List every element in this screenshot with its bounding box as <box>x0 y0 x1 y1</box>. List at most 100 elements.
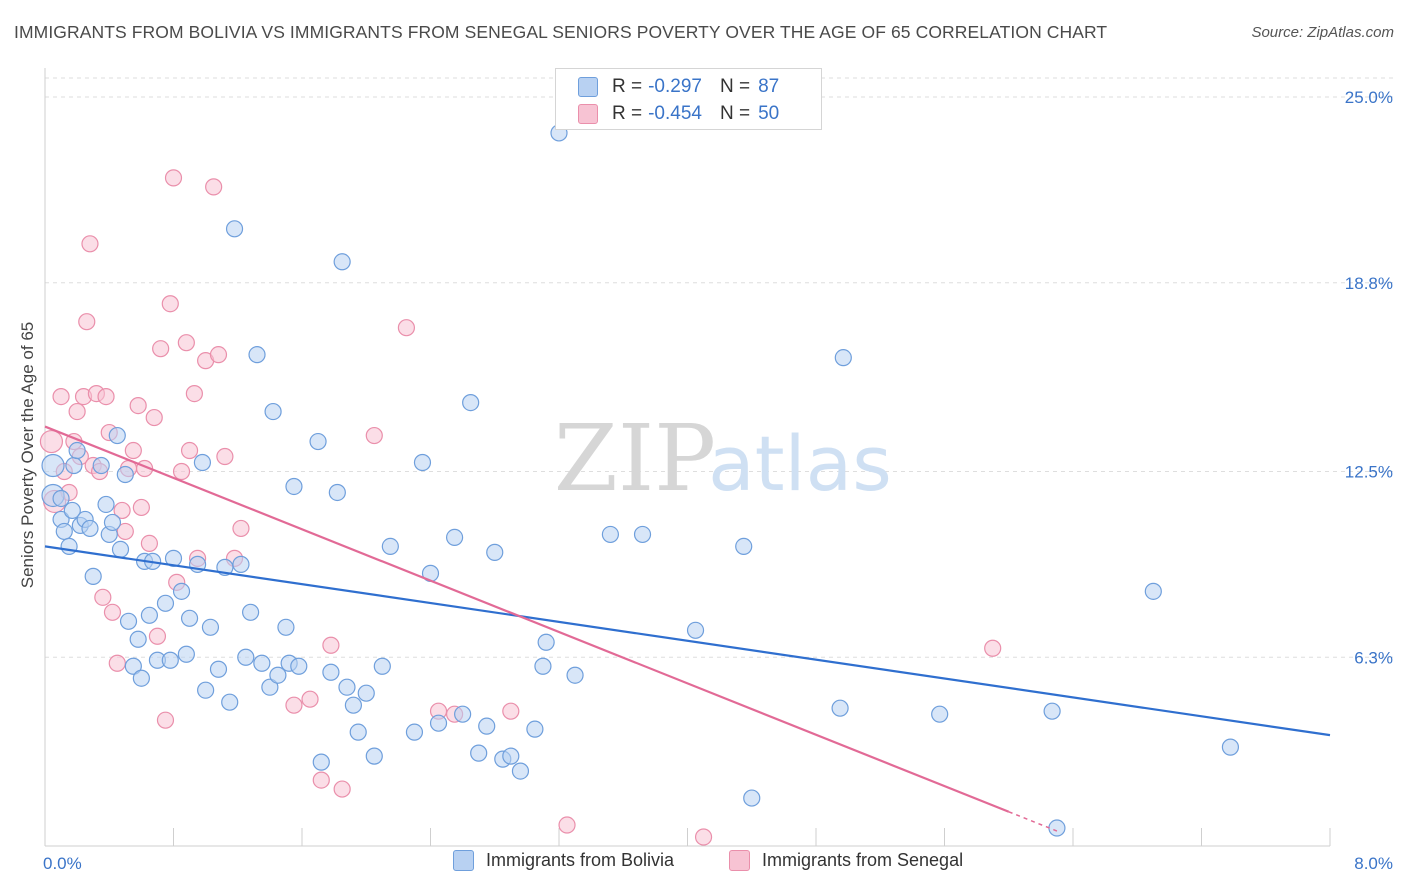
senegal-point <box>984 639 1002 657</box>
bolivia-point <box>328 483 346 502</box>
senegal-point <box>94 588 112 606</box>
bolivia-point <box>470 744 488 762</box>
senegal-point <box>124 441 142 460</box>
legend-row-senegal: R = -0.454 N = 50 <box>578 101 779 127</box>
bolivia-point <box>381 537 399 556</box>
legend-r-label: R = <box>612 103 643 124</box>
bolivia-point <box>834 349 852 367</box>
x-tick-label: 0.0% <box>43 854 82 873</box>
senegal-point <box>78 313 96 331</box>
senegal-point <box>108 654 126 672</box>
senegal-point <box>312 771 330 789</box>
bolivia-point <box>261 678 279 696</box>
senegal-point <box>209 346 228 364</box>
senegal-point <box>164 169 183 187</box>
bolivia-point <box>454 705 472 723</box>
bolivia-point <box>65 456 83 475</box>
bolivia-point <box>103 513 122 532</box>
legend-row-bolivia: R = -0.297 N = 87 <box>578 74 779 100</box>
bottom-legend-label-senegal: Immigrants from Senegal <box>762 850 964 870</box>
bolivia-point <box>248 346 266 364</box>
legend-r-value: -0.454 <box>648 103 702 124</box>
bolivia-point <box>1048 819 1066 837</box>
bolivia-point <box>124 657 142 675</box>
legend-n-value: 50 <box>758 103 780 124</box>
watermark: ZIP atlas <box>554 405 892 512</box>
senegal-point <box>172 462 191 481</box>
bolivia-point <box>180 609 199 627</box>
senegal-point <box>81 235 99 253</box>
watermark-atlas: atlas <box>708 419 892 508</box>
senegal-point <box>232 519 250 538</box>
senegal-point <box>333 780 351 798</box>
senegal-point <box>180 441 199 460</box>
bolivia-point <box>132 669 150 687</box>
bolivia-point <box>601 525 620 544</box>
bolivia-point <box>84 567 102 585</box>
tick-labels: 6.3% 12.5% 18.8% 25.0% 0.0% 8.0% <box>43 88 1393 873</box>
senegal-point <box>397 319 416 337</box>
bolivia-point <box>429 714 448 732</box>
bolivia-point <box>264 402 282 421</box>
trend-lines <box>44 425 1331 832</box>
bolivia-point <box>81 519 99 538</box>
bolivia-point <box>108 426 126 445</box>
bolivia-point <box>60 537 78 556</box>
bolivia-point <box>140 606 159 624</box>
senegal-point <box>132 498 150 517</box>
senegal-point <box>97 388 115 406</box>
trend-line-bolivia <box>44 545 1331 737</box>
bolivia-point <box>111 540 130 558</box>
legend-r-value: -0.297 <box>648 76 702 97</box>
bolivia-point <box>277 618 295 636</box>
bolivia-point <box>193 453 212 472</box>
senegal-point <box>185 385 203 403</box>
bolivia-point <box>502 747 520 765</box>
grid-lines <box>45 77 1394 658</box>
bolivia-point <box>333 253 351 271</box>
bolivia-point <box>55 522 73 541</box>
bolivia-point <box>92 456 110 475</box>
bolivia-point <box>41 453 65 478</box>
senegal-point <box>52 388 70 406</box>
senegal-point <box>322 636 340 654</box>
bolivia-point <box>269 666 287 684</box>
legend-n-label: N = <box>719 103 751 124</box>
senegal-point <box>216 447 234 466</box>
senegal-point <box>140 534 159 553</box>
bolivia-point <box>172 582 191 600</box>
bolivia-point <box>1221 738 1240 756</box>
senegal-point <box>113 501 131 520</box>
bolivia-point <box>322 663 340 681</box>
bolivia-point <box>349 723 367 741</box>
bolivia-point <box>526 720 544 738</box>
senegal-point <box>558 816 576 834</box>
source-label: Source: ZipAtlas.com <box>1251 24 1394 41</box>
senegal-point <box>502 702 520 720</box>
bolivia-point <box>486 543 504 561</box>
senegal-point <box>177 334 195 352</box>
senegal-point <box>161 295 179 313</box>
legend-r-label: R = <box>612 76 643 97</box>
bolivia-point <box>52 489 70 508</box>
y-tick-label: 18.8% <box>1345 274 1393 293</box>
bolivia-point <box>373 657 391 675</box>
chart-title: IMMIGRANTS FROM BOLIVIA VS IMMIGRANTS FR… <box>14 22 1108 42</box>
bolivia-point <box>478 717 496 735</box>
bolivia-point <box>156 594 175 612</box>
legend-swatch-senegal <box>578 104 598 124</box>
bottom-legend-bolivia: Immigrants from Bolivia <box>453 850 674 871</box>
senegal-point <box>148 627 167 645</box>
senegal-point <box>365 426 383 445</box>
senegal-point <box>152 340 170 358</box>
bolivia-point <box>413 453 432 472</box>
bolivia-point <box>344 696 362 714</box>
bolivia-point <box>365 747 383 765</box>
bolivia-point <box>338 678 356 696</box>
bolivia-point <box>1043 702 1061 720</box>
y-tick-label: 25.0% <box>1345 88 1393 107</box>
legend-n-value: 87 <box>758 76 780 97</box>
bolivia-point <box>534 657 552 675</box>
y-tick-label: 6.3% <box>1354 648 1393 667</box>
bolivia-point <box>357 684 375 702</box>
